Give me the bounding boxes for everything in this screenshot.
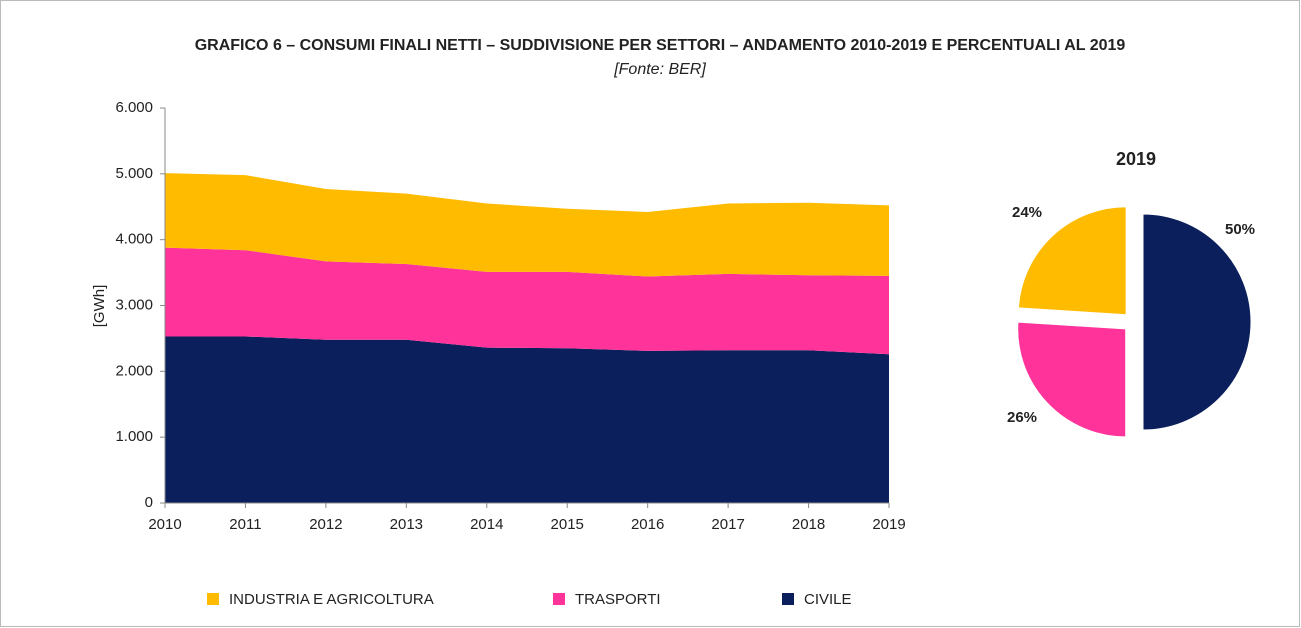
legend-label: CIVILE: [804, 591, 852, 608]
x-tick-label: 2019: [872, 516, 905, 533]
y-tick-label: 4.000: [115, 231, 153, 248]
pie-label: 26%: [1007, 409, 1037, 426]
chart-title: GRAFICO 6 – CONSUMI FINALI NETTI – SUDDI…: [195, 37, 1126, 54]
x-tick-label: 2015: [551, 516, 584, 533]
x-tick-label: 2013: [390, 516, 423, 533]
y-axis-label: [GWh]: [91, 285, 108, 328]
x-tick-label: 2012: [309, 516, 342, 533]
pie-slice: [1017, 321, 1127, 438]
x-tick-label: 2016: [631, 516, 664, 533]
area: [165, 247, 889, 355]
legend-swatch: [207, 593, 219, 605]
pie-slice: [1142, 213, 1252, 431]
legend-label: INDUSTRIA E AGRICOLTURA: [229, 591, 434, 608]
y-tick-label: 6.000: [115, 99, 153, 116]
x-tick-label: 2018: [792, 516, 825, 533]
legend-swatch: [553, 593, 565, 605]
x-tick-label: 2010: [148, 516, 181, 533]
y-tick-label: 5.000: [115, 165, 153, 182]
pie-title: 2019: [1116, 149, 1156, 169]
y-tick-label: 0: [145, 494, 153, 511]
x-tick-label: 2014: [470, 516, 503, 533]
pie-label: 24%: [1012, 204, 1042, 221]
chart-subtitle: [Fonte: BER]: [613, 61, 706, 78]
area: [165, 336, 889, 503]
area: [165, 173, 889, 277]
pie-slice: [1017, 206, 1127, 316]
y-tick-label: 1.000: [115, 428, 153, 445]
legend-label: TRASPORTI: [575, 591, 661, 608]
x-tick-label: 2017: [711, 516, 744, 533]
pie-label: 50%: [1225, 221, 1255, 238]
y-tick-label: 2.000: [115, 362, 153, 379]
legend-swatch: [782, 593, 794, 605]
y-tick-label: 3.000: [115, 296, 153, 313]
x-tick-label: 2011: [229, 516, 261, 533]
